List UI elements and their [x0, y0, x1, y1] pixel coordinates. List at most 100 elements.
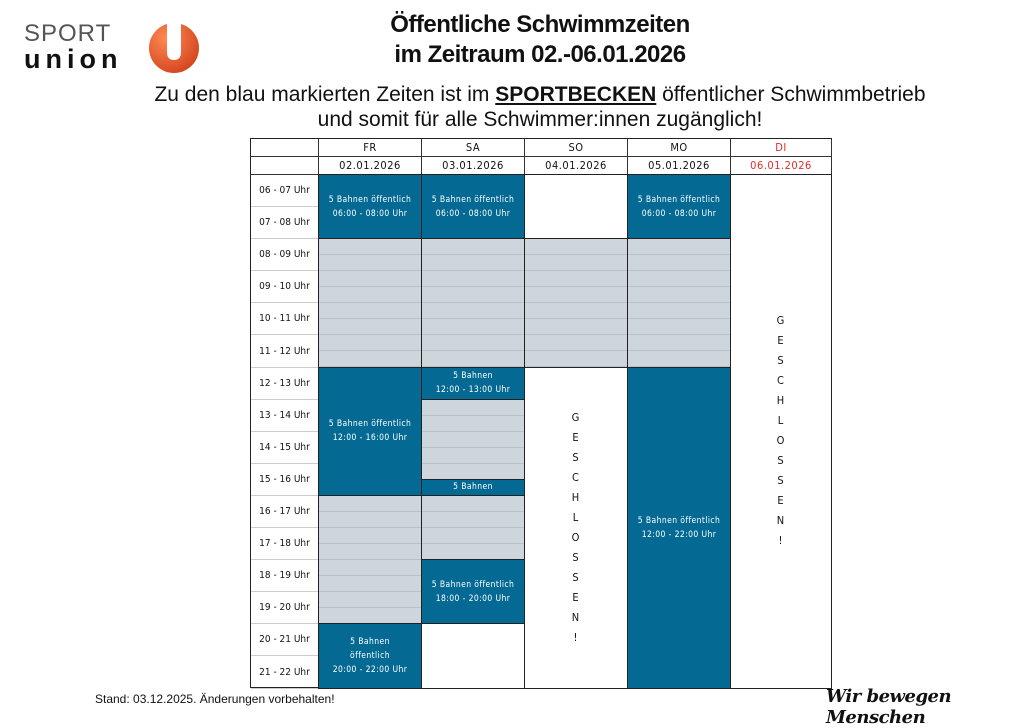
slot-text: 12:00 - 13:00 Uhr	[435, 385, 511, 396]
slot-text: 5 Bahnen öffentlich	[637, 515, 721, 526]
unavailable-slot	[421, 398, 525, 480]
slot-text: E	[777, 494, 785, 508]
day-date-header: 04.01.2026	[525, 157, 628, 175]
empty-slot	[524, 174, 628, 240]
logo-text-union: union	[24, 44, 123, 74]
public-swim-slot: 5 Bahnen 12:00 - 13:00 Uhr	[421, 366, 525, 400]
slot-text: !	[573, 630, 579, 644]
unavailable-slot	[524, 238, 628, 368]
slot-text: !	[778, 534, 784, 548]
slot-text: 5 Bahnen öffentlich	[637, 194, 721, 205]
hour-label: 16 - 17 Uhr	[251, 496, 319, 529]
slot-text: O	[776, 434, 786, 448]
hour-label: 18 - 19 Uhr	[251, 560, 319, 593]
hour-label: 10 - 11 Uhr	[251, 303, 319, 336]
public-swim-slot: 5 Bahnen öffentlich 12:00 - 22:00 Uhr	[627, 366, 731, 689]
hour-label: 11 - 12 Uhr	[251, 335, 319, 368]
hour-label: 07 - 08 Uhr	[251, 207, 319, 240]
subtitle-highlight: SPORTBECKEN	[495, 83, 657, 106]
unavailable-slot	[421, 495, 525, 561]
slot-text: 12:00 - 16:00 Uhr	[332, 433, 408, 444]
hour-label: 09 - 10 Uhr	[251, 271, 319, 304]
day-name-header: MO	[628, 139, 731, 157]
slot-text: 5 Bahnen öffentlich	[431, 579, 515, 590]
slot-text: H	[571, 490, 581, 504]
slot-text: E	[777, 334, 785, 348]
hour-label: 14 - 15 Uhr	[251, 431, 319, 464]
slot-text: S	[572, 550, 580, 564]
slot-text: 06:00 - 08:00 Uhr	[641, 208, 717, 219]
empty-slot	[421, 623, 525, 689]
slot-text: 20:00 - 22:00 Uhr	[332, 664, 408, 675]
slot-text: L	[777, 414, 785, 428]
subtitle-text: öffentlicher Schwimmbetrieb	[656, 83, 926, 106]
header-corner	[251, 139, 319, 157]
hour-label: 21 - 22 Uhr	[251, 656, 319, 689]
footer-note: Stand: 03.12.2025. Änderungen vorbehalte…	[95, 692, 335, 706]
slot-text: L	[572, 510, 580, 524]
day-date-header: 06.01.2026	[731, 157, 832, 175]
hour-label: 15 - 16 Uhr	[251, 463, 319, 496]
slot-text: öffentlich	[350, 650, 390, 661]
slot-text: E	[572, 430, 580, 444]
public-swim-slot: 5 Bahnen	[421, 478, 525, 496]
day-name-header: SO	[525, 139, 628, 157]
slot-text: N	[571, 610, 581, 624]
slot-text: 5 Bahnen öffentlich	[328, 419, 412, 430]
unavailable-slot	[318, 495, 422, 625]
slot-text: 12:00 - 22:00 Uhr	[641, 529, 717, 540]
day-name-header: FR	[319, 139, 422, 157]
hour-label: 06 - 07 Uhr	[251, 175, 319, 208]
public-swim-slot: 5 Bahnen öffentlich 06:00 - 08:00 Uhr	[627, 174, 731, 240]
slot-text: N	[776, 514, 786, 528]
subtitle-line-2: und somit für alle Schwimmer:innen zugän…	[317, 108, 763, 131]
public-swim-slot: 5 Bahnen öffentlich 18:00 - 20:00 Uhr	[421, 559, 525, 625]
public-swim-slot: 5 Bahnen öffentlich 20:00 - 22:00 Uhr	[318, 623, 422, 689]
subtitle-text: Zu den blau markierten Zeiten ist im	[154, 83, 496, 106]
subtitle: Zu den blau markierten Zeiten ist im SPO…	[60, 82, 1020, 132]
slot-text: S	[572, 450, 580, 464]
hour-label: 20 - 21 Uhr	[251, 624, 319, 657]
closed-day-slot: G E S C H L O S S E N!	[730, 174, 832, 689]
schedule-table: FR 02.01.2026 SA 03.01.2026 SO 04.01.2026 MO 05…	[250, 138, 832, 689]
slot-text: S	[777, 454, 785, 468]
slot-text: S	[777, 354, 785, 368]
slot-text: G	[571, 410, 581, 424]
title-line-1: Öffentliche Schwimmzeiten	[390, 11, 690, 38]
header-corner	[251, 157, 319, 175]
sport-union-logo: SPORT union	[24, 20, 204, 76]
slot-text: E	[572, 590, 580, 604]
slot-text: 5 Bahnen öffentlich	[431, 194, 515, 205]
day-date-header: 05.01.2026	[628, 157, 731, 175]
unavailable-slot	[421, 238, 525, 368]
slot-text: 5 Bahnen öffentlich	[328, 194, 412, 205]
public-swim-slot: 5 Bahnen öffentlich 06:00 - 08:00 Uhr	[421, 174, 525, 240]
union-u-logo-icon	[149, 23, 199, 73]
slot-text: S	[777, 474, 785, 488]
day-date-header: 03.01.2026	[422, 157, 525, 175]
public-swim-slot: 5 Bahnen öffentlich 12:00 - 16:00 Uhr	[318, 366, 422, 496]
slot-text: 5 Bahnen	[350, 636, 390, 647]
slot-text: 5 Bahnen	[453, 371, 493, 382]
slot-text: G	[776, 314, 786, 328]
day-name-header: SA	[422, 139, 525, 157]
slot-text: C	[572, 470, 580, 484]
slot-text: 06:00 - 08:00 Uhr	[332, 208, 408, 219]
logo-text-sport: SPORT	[24, 20, 112, 47]
day-name-header: DI	[731, 139, 832, 157]
page-title: Öffentliche Schwimmzeiten im Zeitraum 02…	[300, 10, 780, 70]
unavailable-slot	[627, 238, 731, 368]
slot-text: 06:00 - 08:00 Uhr	[435, 208, 511, 219]
closed-day-slot: G E S C H L O S S E N!	[524, 366, 628, 689]
slot-text: H	[776, 394, 786, 408]
slot-text: O	[571, 530, 581, 544]
hour-label: 17 - 18 Uhr	[251, 528, 319, 561]
slot-text: S	[572, 570, 580, 584]
hour-label: 13 - 14 Uhr	[251, 399, 319, 432]
slot-text: C	[777, 374, 785, 388]
title-line-2: im Zeitraum 02.-06.01.2026	[394, 41, 686, 68]
day-date-header: 02.01.2026	[319, 157, 422, 175]
hour-label: 19 - 20 Uhr	[251, 592, 319, 625]
slot-text: 5 Bahnen	[453, 482, 493, 493]
hour-label: 08 - 09 Uhr	[251, 239, 319, 272]
